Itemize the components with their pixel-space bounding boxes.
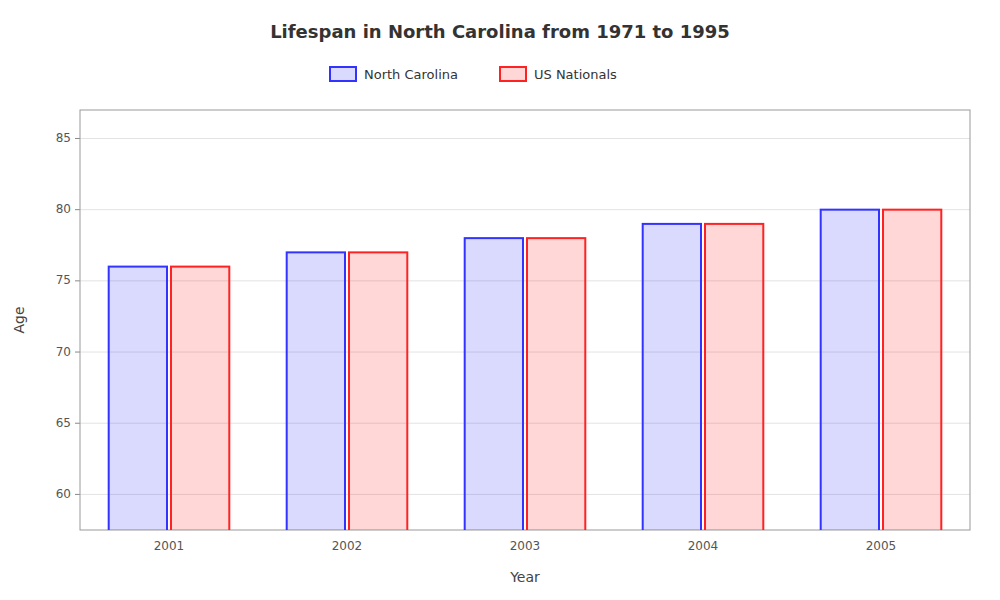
tick-label: 70 xyxy=(56,345,71,359)
tick-label: 80 xyxy=(56,202,71,216)
tick-label: 2004 xyxy=(688,539,719,553)
bar xyxy=(171,267,229,530)
bar xyxy=(287,252,345,530)
chart: 60 65 70 75 80 85 2001 2002 2003 2004 2005 Year Age L… xyxy=(0,0,1000,600)
legend: North Carolina US Nationals xyxy=(330,67,617,82)
tick-label: 65 xyxy=(56,416,71,430)
bar xyxy=(705,224,763,530)
bar xyxy=(349,252,407,530)
bar xyxy=(821,210,879,530)
bar xyxy=(465,238,523,530)
title: Lifespan in North Carolina from 1971 to … xyxy=(270,21,730,42)
grid-line xyxy=(80,138,970,139)
tick-label: 2001 xyxy=(154,539,185,553)
tick-mark xyxy=(75,138,80,139)
bar xyxy=(527,238,585,530)
tick-label: 2002 xyxy=(332,539,363,553)
legend-swatch xyxy=(500,67,526,81)
axis-label: Year xyxy=(509,569,540,585)
legend-label: North Carolina xyxy=(364,67,458,82)
page: {"chart_data": { "type": "bar", "title":… xyxy=(0,0,1000,600)
bars xyxy=(109,210,942,530)
tick-label: 60 xyxy=(56,487,71,501)
bar xyxy=(643,224,701,530)
tick-label: 75 xyxy=(56,273,71,287)
tick-label: 2005 xyxy=(866,539,897,553)
tick-mark xyxy=(75,494,80,495)
bar xyxy=(883,210,941,530)
legend-label: US Nationals xyxy=(534,67,617,82)
axis-label: Age xyxy=(11,306,27,333)
tick-mark xyxy=(75,352,80,353)
tick-label: 2003 xyxy=(510,539,541,553)
chart-container: 60 65 70 75 80 85 2001 2002 2003 2004 2005 Year Age L… xyxy=(0,0,1000,600)
tick-mark xyxy=(75,209,80,210)
tick-mark xyxy=(75,423,80,424)
legend-swatch xyxy=(330,67,356,81)
tick-mark xyxy=(75,280,80,281)
bar xyxy=(109,267,167,530)
tick-label: 85 xyxy=(56,131,71,145)
